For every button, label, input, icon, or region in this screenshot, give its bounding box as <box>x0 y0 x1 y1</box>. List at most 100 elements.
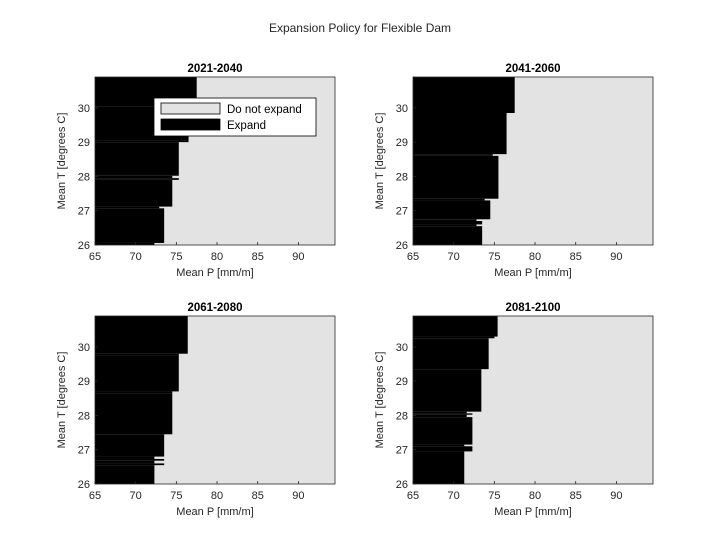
y-axis-label: Mean T [degrees C] <box>374 352 386 449</box>
y-tick-label: 30 <box>78 342 90 354</box>
y-tick-label: 27 <box>396 206 408 218</box>
expand-strip <box>413 198 485 201</box>
y-tick-label: 27 <box>396 445 408 457</box>
legend-label-do-not-expand: Do not expand <box>227 104 302 116</box>
y-axis-label: Mean T [degrees C] <box>56 113 68 210</box>
y-tick-label: 28 <box>78 410 90 422</box>
panels: 65 70 75 80 85 90 26 27 28 29 30 2021-2040 Mean P [m… <box>56 63 654 518</box>
expand-strip <box>95 208 165 243</box>
x-tick-label: 80 <box>529 490 541 502</box>
x-tick-label: 90 <box>610 251 622 263</box>
expand-strip <box>413 226 483 245</box>
expand-strip <box>413 200 491 220</box>
expand-strip <box>413 338 489 370</box>
expand-strip <box>95 174 179 176</box>
y-tick-label: 30 <box>396 103 408 115</box>
panel-2021-2040: 65 70 75 80 85 90 26 27 28 29 30 2021-2040 Mean P [m… <box>56 63 336 279</box>
panel-2081-2100: 65 70 75 80 85 90 26 27 28 29 30 2081-2100 Mean P [m… <box>374 302 654 518</box>
expand-strip <box>95 352 188 354</box>
legend-swatch-expand <box>160 118 221 131</box>
x-tick-label: 85 <box>570 490 582 502</box>
expand-strip <box>95 179 173 207</box>
y-axis-label: Mean T [degrees C] <box>56 352 68 449</box>
panel-title: 2061-2080 <box>188 302 243 314</box>
x-axis-label: Mean P [mm/m] <box>494 506 571 518</box>
expand-strip <box>95 178 179 180</box>
expand-strip <box>413 221 483 225</box>
axes-box <box>412 76 654 246</box>
legend-swatch-do-not-expand <box>160 102 221 115</box>
x-tick-label: 65 <box>407 490 419 502</box>
expand-strip <box>413 446 473 452</box>
y-tick-label: 29 <box>396 137 408 149</box>
x-tick-label: 90 <box>610 490 622 502</box>
expand-strip <box>413 411 467 414</box>
y-tick-label: 26 <box>78 240 90 252</box>
x-tick-label: 75 <box>170 251 182 263</box>
y-tick-label: 26 <box>78 479 90 491</box>
x-tick-label: 80 <box>529 251 541 263</box>
x-tick-label: 65 <box>89 251 101 263</box>
y-tick-label: 29 <box>78 376 90 388</box>
x-tick-label: 75 <box>488 251 500 263</box>
y-tick-label: 29 <box>78 137 90 149</box>
x-tick-label: 80 <box>211 251 223 263</box>
y-tick-label: 26 <box>396 240 408 252</box>
x-axis-label: Mean P [mm/m] <box>176 267 253 279</box>
x-tick-label: 90 <box>292 251 304 263</box>
x-tick-label: 85 <box>570 251 582 263</box>
expand-strip <box>413 417 473 445</box>
expand-strip <box>413 413 473 415</box>
y-tick-label: 28 <box>78 171 90 183</box>
expand-strip <box>95 465 155 484</box>
expand-strip <box>413 219 477 221</box>
axes-box <box>94 76 336 246</box>
panel-title: 2041-2060 <box>506 63 561 75</box>
panel-title: 2021-2040 <box>188 63 243 75</box>
x-tick-label: 75 <box>170 490 182 502</box>
x-tick-label: 70 <box>448 490 460 502</box>
x-tick-label: 90 <box>292 490 304 502</box>
expand-strip <box>95 458 165 461</box>
expand-strip <box>95 206 160 209</box>
y-tick-label: 28 <box>396 171 408 183</box>
y-tick-label: 30 <box>78 103 90 115</box>
y-tick-label: 28 <box>396 410 408 422</box>
expand-strip <box>95 355 179 392</box>
expand-strip <box>95 142 179 175</box>
expand-strip <box>95 463 165 466</box>
expand-strip <box>95 140 189 143</box>
expand-strip <box>413 316 498 337</box>
expand-strip <box>95 391 173 394</box>
expand-strip <box>413 154 493 156</box>
expand-strip <box>95 353 179 356</box>
x-tick-label: 65 <box>407 251 419 263</box>
expand-strip <box>95 175 173 179</box>
expand-strip <box>413 224 477 227</box>
x-tick-label: 70 <box>448 251 460 263</box>
legend: Do not expand Expand <box>153 97 317 137</box>
y-tick-label: 26 <box>396 479 408 491</box>
axes-box <box>94 315 336 485</box>
x-tick-label: 65 <box>89 490 101 502</box>
y-tick-label: 29 <box>396 376 408 388</box>
expand-strip <box>413 444 465 447</box>
panel-2061-2080: 65 70 75 80 85 90 26 27 28 29 30 2061-2080 Mean P [m… <box>56 302 336 518</box>
expand-strip <box>413 414 467 418</box>
expand-strip <box>413 113 507 155</box>
expand-strip <box>95 460 155 464</box>
panel-title: 2081-2100 <box>506 302 561 314</box>
axes-box <box>412 315 654 485</box>
expand-strip <box>95 434 165 457</box>
x-axis-label: Mean P [mm/m] <box>176 506 253 518</box>
x-tick-label: 70 <box>130 490 142 502</box>
panel-2041-2060: 65 70 75 80 85 90 26 27 28 29 30 2041-2060 Mean P [m… <box>374 63 654 279</box>
x-tick-label: 80 <box>211 490 223 502</box>
x-tick-label: 85 <box>252 490 264 502</box>
legend-label-expand: Expand <box>227 120 266 132</box>
x-axis-label: Mean P [mm/m] <box>494 267 571 279</box>
y-tick-label: 30 <box>396 342 408 354</box>
expand-strip <box>413 77 515 113</box>
expand-strip <box>95 393 173 435</box>
